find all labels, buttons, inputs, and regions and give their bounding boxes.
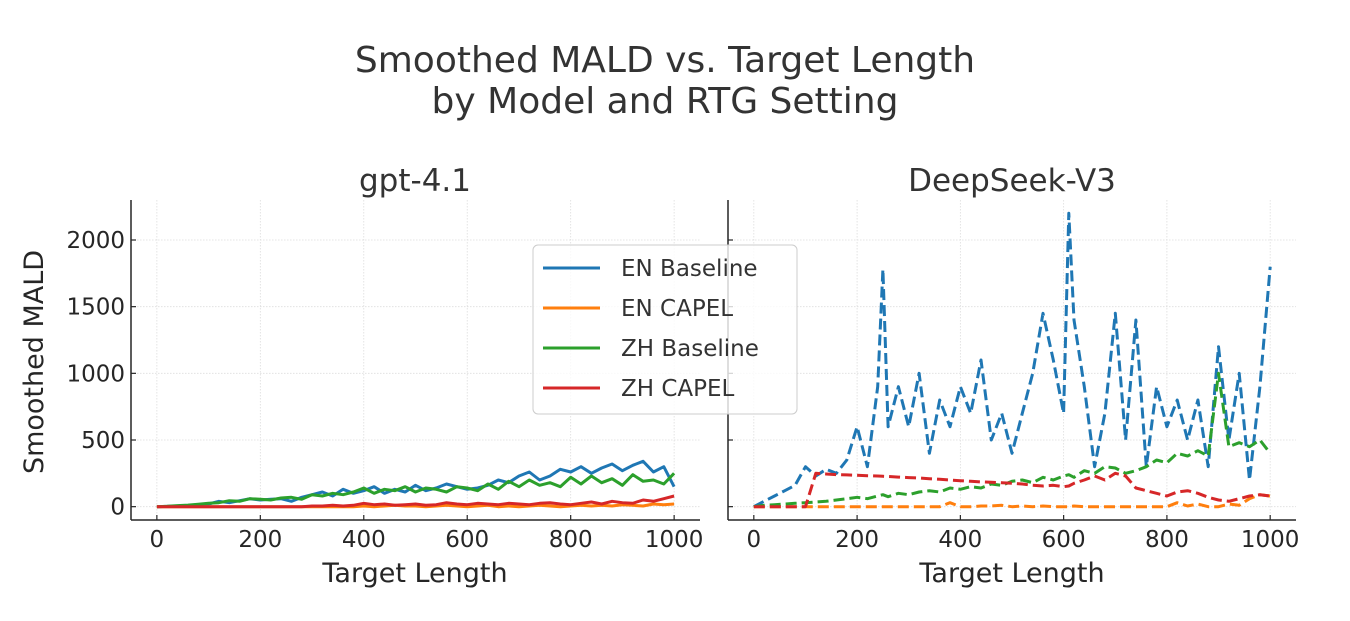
x-tick-label: 0 [150,527,165,553]
legend-label: EN Baseline [621,256,758,282]
x-tick-label: 800 [1145,527,1189,553]
legend-label: ZH CAPEL [621,376,735,402]
x-ticks: 0 200 400 600 800 1000 [746,515,1299,553]
axes-spines [130,200,700,521]
x-tick-label: 400 [342,527,386,553]
series-line-en-capel [753,493,1271,509]
series-line-zh-capel [753,471,1271,509]
legend: EN Baseline EN CAPEL ZH Baseline ZH CAPEL [532,244,798,415]
y-tick-label: 1000 [66,361,125,387]
legend-frame [532,244,798,415]
x-tick-label: 1000 [645,527,704,553]
legend-entry: ZH Baseline [543,336,759,362]
series-lines [156,459,676,509]
y-tick-label: 2000 [66,228,125,254]
y-tick-label: 500 [81,428,125,454]
series-line-en-baseline [753,211,1272,509]
legend-label: EN CAPEL [621,296,733,322]
y-axis-label: Smoothed MALD [19,250,50,474]
series-line-zh-capel [156,494,675,509]
x-tick-label: 1000 [1241,527,1300,553]
x-tick-label: 0 [746,527,761,553]
series-lines [753,211,1272,509]
y-ticks: 0 500 1000 1500 2000 [66,228,136,521]
x-tick-label: 200 [238,527,282,553]
y-tick-label: 0 [110,495,125,521]
chart-title-line-1: Smoothed MALD vs. Target Length [355,40,975,81]
x-tick-label: 600 [445,527,489,553]
x-tick-label: 200 [835,527,879,553]
legend-entry: ZH CAPEL [543,376,735,402]
x-axis-label: Target Length [321,558,507,589]
x-axis-label: Target Length [918,558,1104,589]
x-tick-label: 600 [1042,527,1086,553]
legend-entry: EN Baseline [543,256,758,282]
y-tick-label: 1500 [66,295,125,321]
subplot-gpt-4-1: gpt-4.1 0 200 400 600 800 1000 0 500 1000 1500 20… [19,163,703,589]
legend-entry: EN CAPEL [543,296,733,322]
x-ticks: 0 200 400 600 800 1000 [150,515,704,553]
legend-label: ZH Baseline [621,336,759,362]
x-tick-label: 400 [938,527,982,553]
chart-title-line-2: by Model and RTG Setting [432,81,899,122]
subplot-deepseek-v3: DeepSeek-V3 0 200 400 600 800 1000 Target Len… [727,163,1299,589]
subplot-title: gpt-4.1 [359,163,471,199]
series-line-zh-baseline [156,472,676,509]
x-tick-label: 800 [549,527,593,553]
axes-spines [727,200,1296,521]
series-line-zh-baseline [753,371,1272,509]
subplot-title: DeepSeek-V3 [908,163,1116,199]
grid [728,200,1296,520]
